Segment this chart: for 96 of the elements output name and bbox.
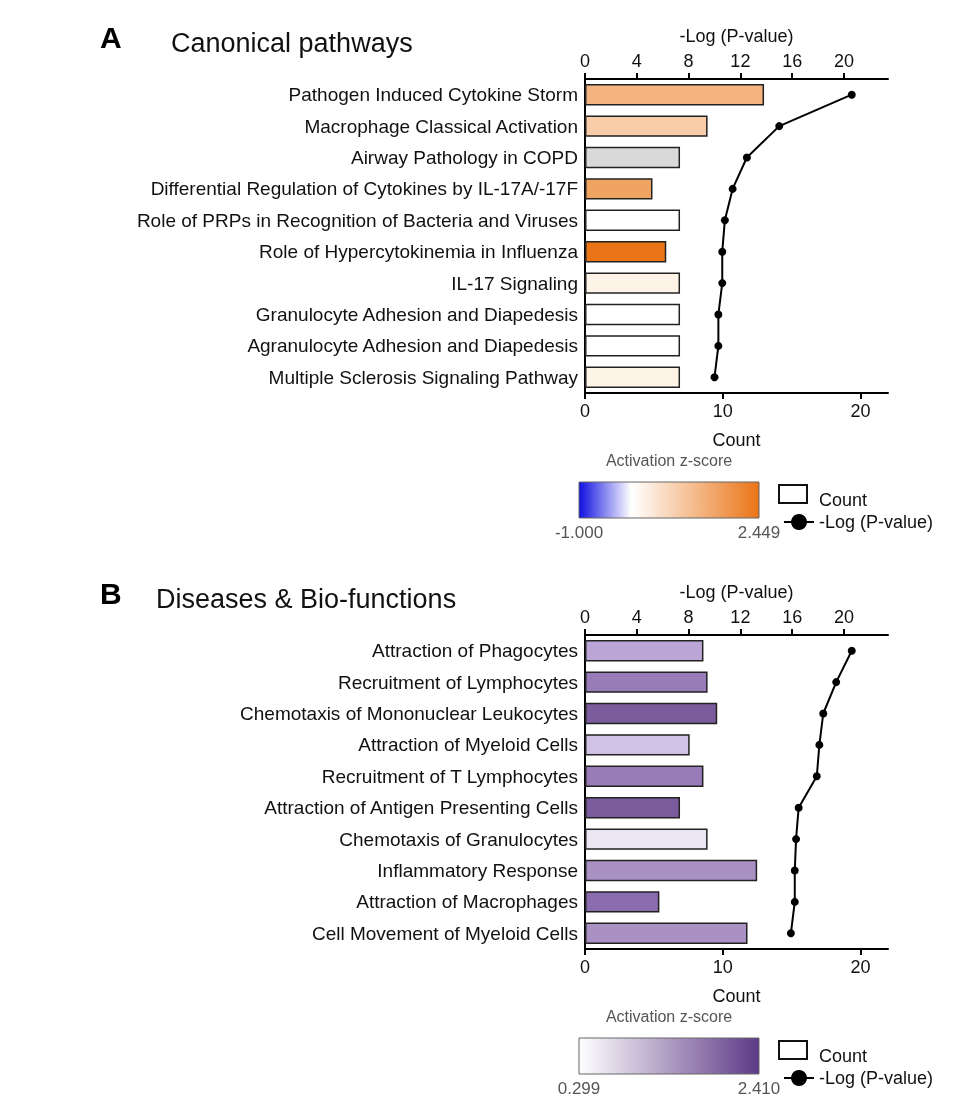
x-tick-label: 10 [712, 401, 733, 421]
y-tick-label: Role of Hypercytokinemia in Influenza [259, 241, 579, 263]
x2-tick-label: 8 [683, 51, 694, 71]
point [815, 740, 824, 749]
x2-axis-title: -Log (P-value) [679, 26, 794, 46]
point [775, 122, 784, 131]
point [790, 866, 799, 875]
bar [585, 671, 708, 693]
x2-tick-label: 0 [579, 51, 591, 71]
bar [585, 859, 758, 882]
y-tick-label: Multiple Sclerosis Signaling Pathway [268, 366, 579, 388]
point [819, 709, 828, 718]
color-bar-label: 2.410 [737, 1079, 781, 1098]
bar [585, 640, 704, 662]
point [720, 216, 729, 225]
x-axis-title: Count [712, 430, 761, 450]
point [718, 247, 727, 256]
y-tick-label: Attraction of Macrophages [356, 891, 578, 913]
y-tick-label: Recruitment of Lymphocytes [337, 671, 578, 693]
text: A [100, 20, 122, 54]
bar [585, 241, 667, 263]
text: B [100, 576, 122, 610]
color-bar-label: 0.299 [557, 1079, 601, 1098]
point [847, 90, 856, 99]
text: Diseases & Bio-functions [156, 583, 457, 614]
point [714, 341, 723, 350]
point [790, 897, 799, 906]
x2-axis-title: -Log (P-value) [679, 582, 794, 602]
point [847, 646, 856, 655]
y-tick-label: Inflammatory Response [377, 860, 578, 881]
y-tick-label: Chemotaxis of Granulocytes [339, 828, 578, 850]
text: Count [819, 490, 868, 510]
y-tick-label: Pathogen Induced Cytokine Storm [288, 84, 578, 106]
point [742, 153, 751, 162]
color-bar-title: Activation z-score [605, 1007, 733, 1025]
bar [585, 734, 690, 756]
text: Canonical pathways [171, 27, 413, 58]
bar [585, 922, 748, 944]
text: Count [819, 1046, 868, 1066]
color-bar-label: -1.000 [554, 523, 604, 542]
y-tick-label: Granulocyte Adhesion and Diapedesis [255, 304, 578, 325]
bar [585, 303, 681, 326]
bar [585, 84, 765, 106]
legend-label: -Log (P-value) [819, 1068, 934, 1088]
point [718, 279, 727, 288]
point [812, 772, 821, 781]
x2-tick-label: 4 [631, 607, 642, 627]
y-tick-label: Cell Movement of Myeloid Cells [311, 922, 578, 944]
point [714, 310, 723, 319]
point [794, 803, 803, 812]
x2-tick-label: 12 [730, 51, 751, 71]
y-tick-label: Macrophage Classical Activation [304, 115, 578, 137]
y-tick-label: Differential Regulation of Cytokines by IL-17A/-17F [150, 178, 578, 200]
x-tick-label: 0 [579, 401, 591, 421]
y-tick-label: Airway Pathology in COPD [350, 147, 578, 168]
bar [585, 828, 708, 850]
x2-tick-label: 16 [782, 607, 803, 627]
x2-tick-label: 20 [833, 51, 854, 71]
bar [585, 891, 660, 913]
x2-tick-label: 12 [730, 607, 751, 627]
y-tick-label: Attraction of Myeloid Cells [358, 734, 578, 756]
x-tick-label: 0 [579, 957, 591, 977]
bar [585, 797, 681, 819]
point [786, 929, 795, 938]
bar [585, 178, 653, 200]
y-tick-label: Role of PRPs in Recognition of Bacteria and Viruses [136, 209, 578, 231]
x2-tick-label: 8 [683, 607, 694, 627]
x-axis-title: Count [712, 986, 761, 1006]
x-tick-label: 20 [850, 957, 871, 977]
bar [585, 209, 681, 231]
y-tick-label: IL-17 Signaling [451, 272, 578, 294]
color-bar-title: Activation z-score [605, 451, 733, 469]
x2-tick-label: 0 [579, 607, 591, 627]
point [792, 835, 801, 844]
point [728, 184, 737, 193]
y-tick-label: Attraction of Phagocytes [372, 640, 578, 662]
x2-tick-label: 4 [631, 51, 642, 71]
y-tick-label: Attraction of Antigen Presenting Cells [264, 797, 578, 819]
bar [585, 702, 718, 725]
bar [585, 366, 681, 388]
bar [585, 272, 681, 294]
legend-label: -Log (P-value) [819, 512, 934, 532]
color-bar-label: 2.449 [737, 523, 781, 542]
point [710, 373, 719, 382]
x2-tick-label: 20 [833, 607, 854, 627]
x2-tick-label: 16 [782, 51, 803, 71]
x-tick-label: 10 [712, 957, 733, 977]
bar [585, 335, 681, 357]
bar [585, 115, 708, 137]
bar [585, 146, 681, 169]
bar [585, 765, 704, 787]
point [832, 678, 841, 687]
y-tick-label: Agranulocyte Adhesion and Diapedesis [247, 335, 578, 357]
y-tick-label: Recruitment of T Lymphocytes [321, 765, 578, 787]
x-tick-label: 20 [850, 401, 871, 421]
y-tick-label: Chemotaxis of Mononuclear Leukocytes [240, 703, 578, 724]
